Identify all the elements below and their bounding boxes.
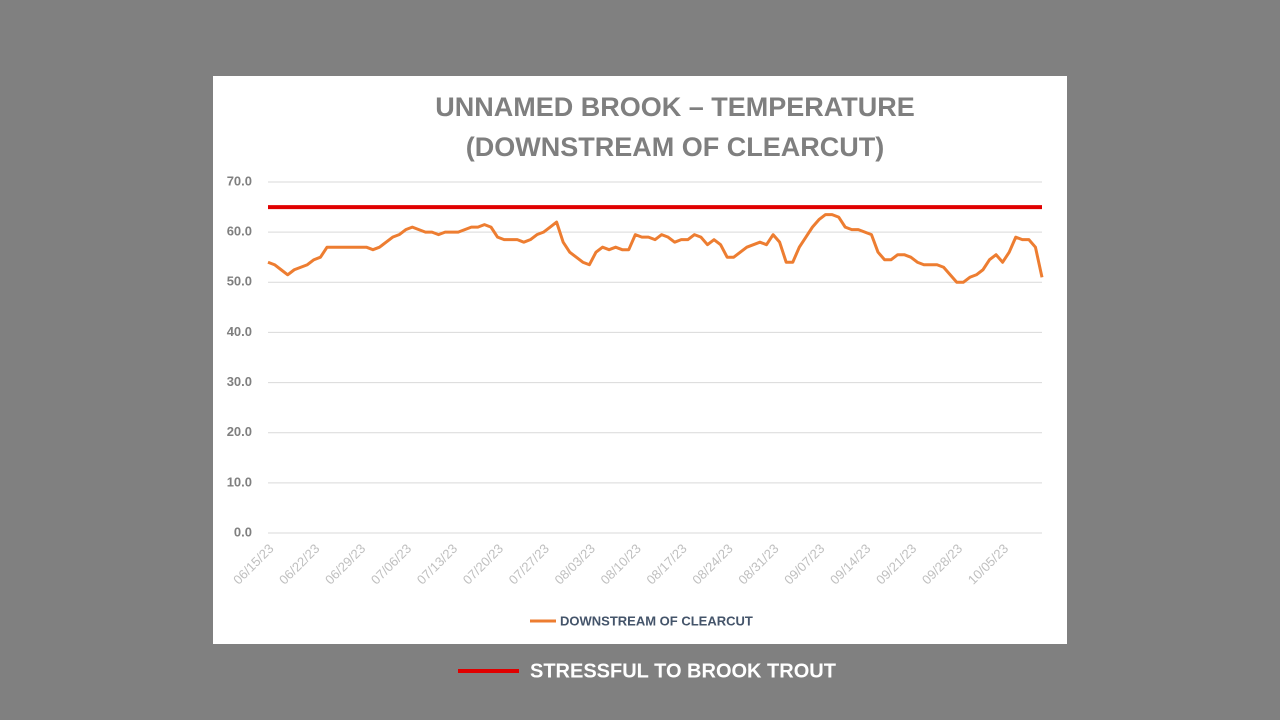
threshold-legend-label: STRESSFUL TO BROOK TROUT — [530, 660, 836, 682]
chart-title: UNNAMED BROOK – TEMPERATURE — [435, 92, 915, 122]
y-tick-label: 20.0 — [227, 424, 252, 439]
legend-label: DOWNSTREAM OF CLEARCUT — [560, 613, 753, 628]
chart-card — [213, 76, 1067, 644]
y-tick-label: 30.0 — [227, 374, 252, 389]
y-tick-label: 50.0 — [227, 274, 252, 289]
y-tick-label: 10.0 — [227, 474, 252, 489]
y-tick-label: 60.0 — [227, 224, 252, 239]
chart-title: (DOWNSTREAM OF CLEARCUT) — [466, 132, 884, 162]
y-tick-label: 40.0 — [227, 324, 252, 339]
data-line — [267, 213, 1044, 284]
y-tick-label: 70.0 — [227, 173, 252, 188]
y-tick-label: 0.0 — [234, 524, 252, 539]
